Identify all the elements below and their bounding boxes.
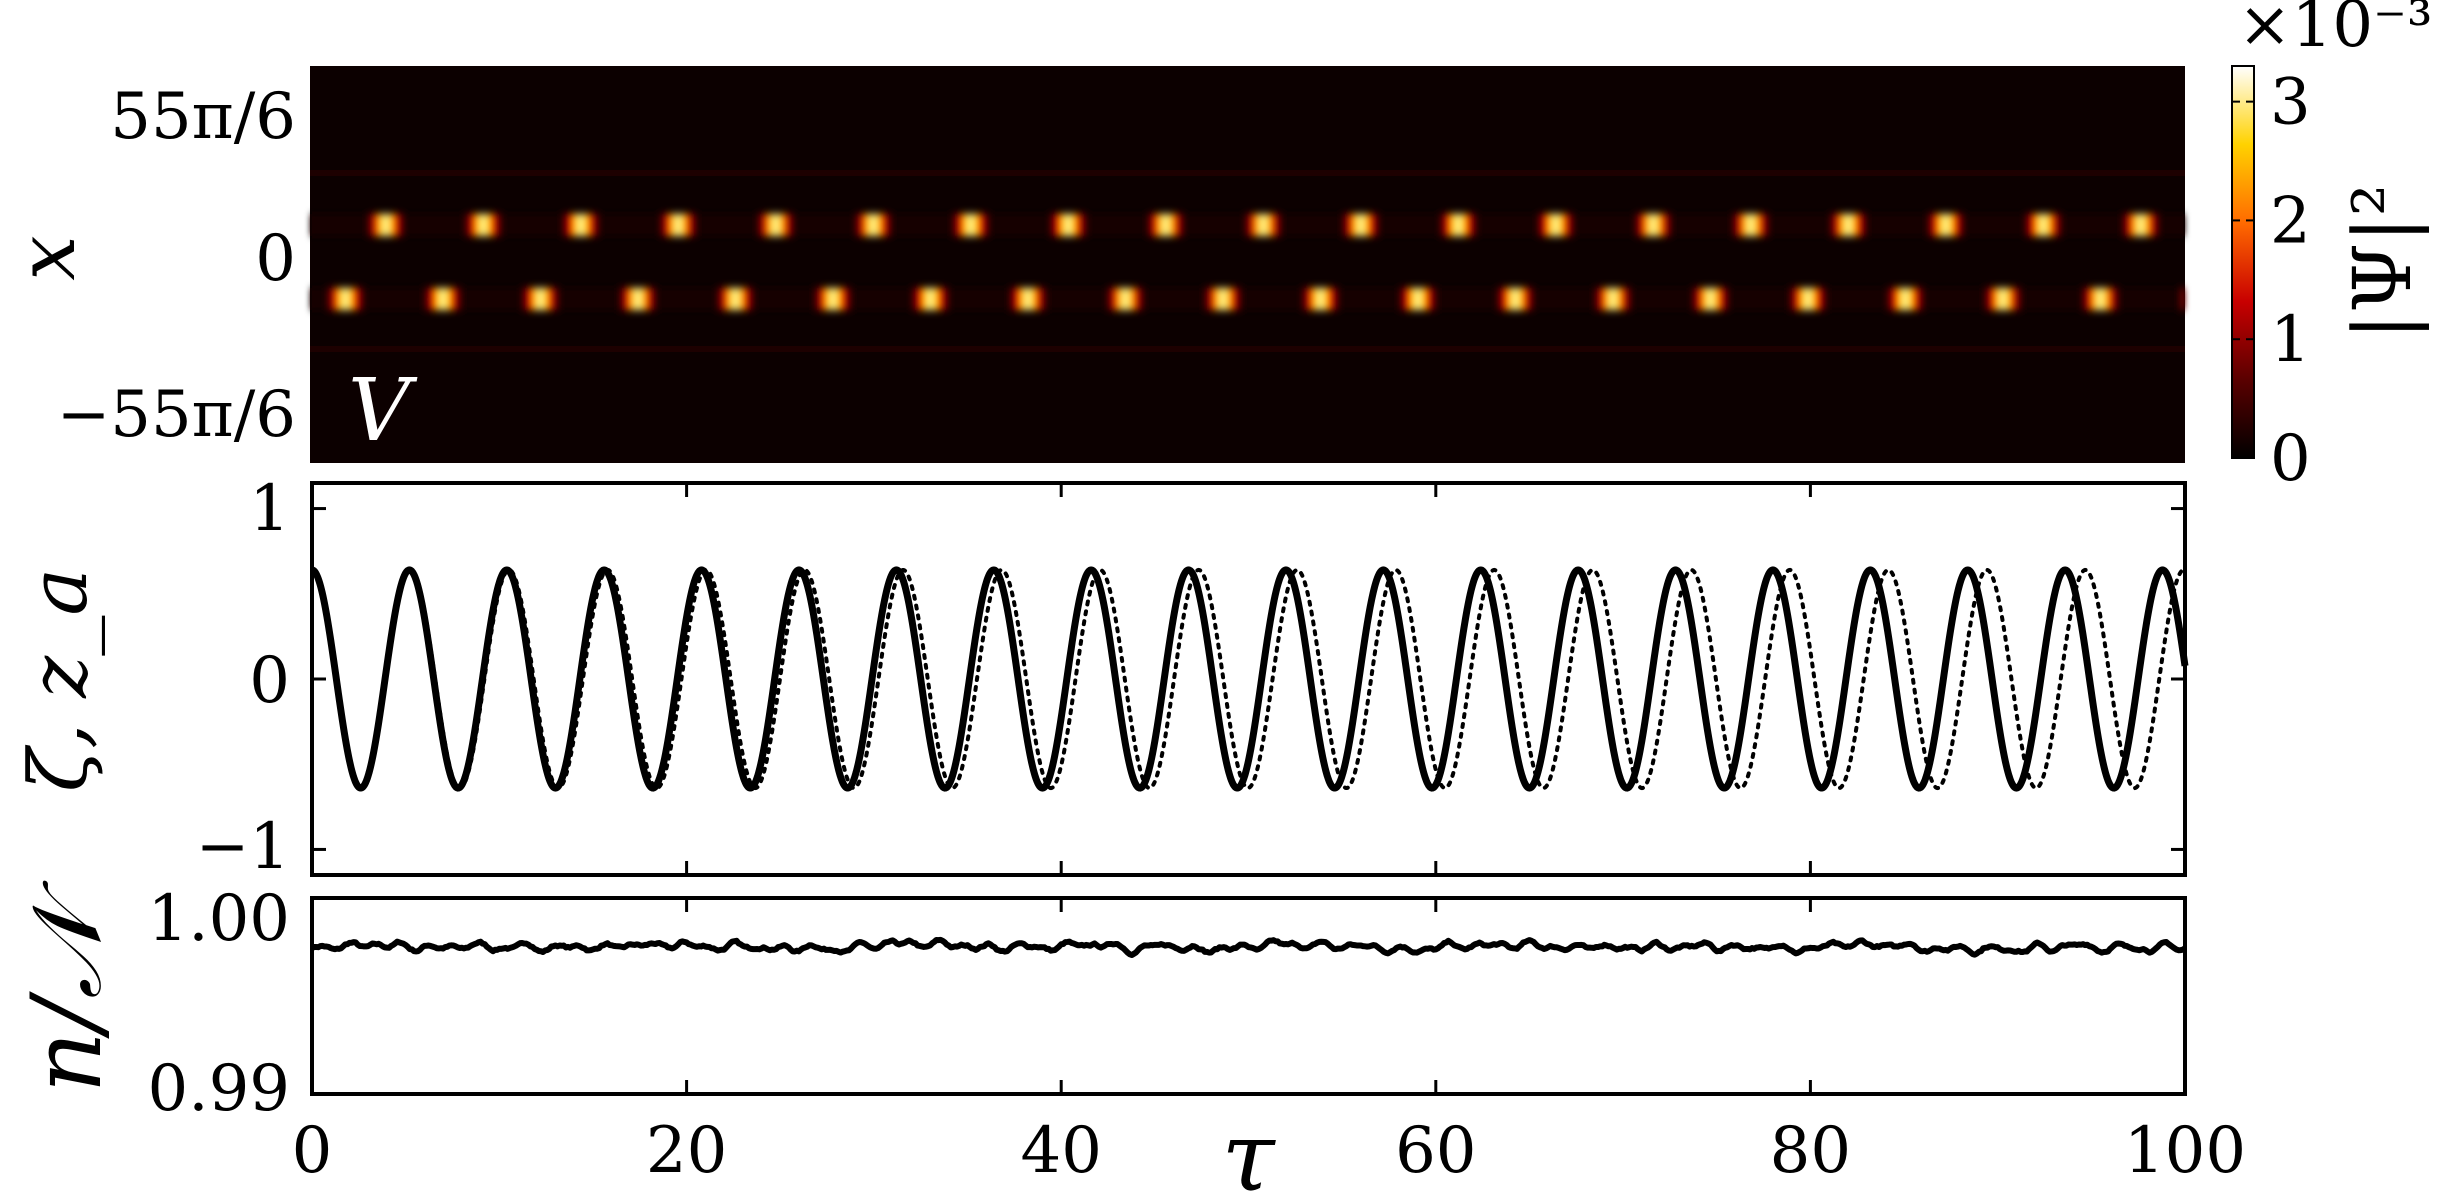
- heatmap-ripple-top: [310, 170, 2185, 176]
- heatmap-ylabel: x: [0, 235, 93, 280]
- x-tick-label: 60: [1395, 1114, 1476, 1188]
- norm-ytick-top: 1.00: [148, 882, 291, 956]
- norm-xlabel: τ: [1221, 1101, 1276, 1200]
- oscillation-ytick-1: 1: [249, 472, 290, 546]
- series-norm-line: [310, 936, 2187, 959]
- colorbar-ticks: 0 1 2 3: [2232, 66, 2311, 496]
- heatmap-band-top: [310, 214, 2185, 236]
- series-zeta-line: [309, 566, 2189, 792]
- heatmap-annotation: V: [348, 361, 418, 461]
- heatmap-panel: V 55π/6 0 −55π/6 x: [0, 66, 2185, 463]
- norm-panel: 1.00 0.99 n/𝒩 0 20 40 60 80 100 τ: [11, 880, 2246, 1200]
- colorbar-strip: [2231, 65, 2255, 459]
- norm-ylabel: n/𝒩: [11, 880, 123, 1093]
- colorbar-tick-label: 3: [2270, 66, 2311, 140]
- colorbar: 0 1 2 3 ×10⁻³ |Ψ|²: [2231, 0, 2433, 496]
- series-z_a-line: [310, 567, 2187, 791]
- colorbar-tick-label: 0: [2270, 422, 2311, 496]
- oscillation-panel: 1 0 −1 ζ, z_a: [12, 472, 2189, 884]
- x-tick-label: 100: [2124, 1114, 2246, 1188]
- heatmap-ytick-top: 55π/6: [110, 80, 296, 154]
- oscillation-frame: [310, 481, 2187, 877]
- colorbar-tick-label: 2: [2270, 184, 2311, 258]
- heatmap-ytick-bottom: −55π/6: [57, 378, 296, 452]
- norm-ticks: [310, 898, 2187, 1094]
- heatmap-ytick-mid: 0: [255, 222, 296, 296]
- x-tick-label: 40: [1020, 1114, 1101, 1188]
- oscillation-ytick-0: 0: [249, 644, 290, 718]
- x-tick-label: 0: [292, 1114, 333, 1188]
- oscillation-ticks: [310, 483, 2187, 875]
- x-tick-label: 80: [1770, 1114, 1851, 1188]
- norm-frame: [310, 896, 2187, 1096]
- heatmap-ripple-bottom: [310, 346, 2185, 352]
- oscillation-ytick-neg1: −1: [196, 810, 290, 884]
- x-tick-label: 20: [646, 1114, 727, 1188]
- oscillation-ylabel: ζ, z_a: [12, 568, 105, 792]
- norm-ytick-bottom: 0.99: [148, 1052, 291, 1126]
- x-tick-labels: 0 20 40 60 80 100: [292, 1114, 2246, 1188]
- colorbar-label: |Ψ|²: [2336, 184, 2429, 340]
- colorbar-tick-label: 1: [2270, 303, 2311, 377]
- heatmap-band-bottom: [310, 288, 2185, 310]
- colorbar-multiplier: ×10⁻³: [2238, 0, 2433, 62]
- heatmap-background: [310, 66, 2185, 463]
